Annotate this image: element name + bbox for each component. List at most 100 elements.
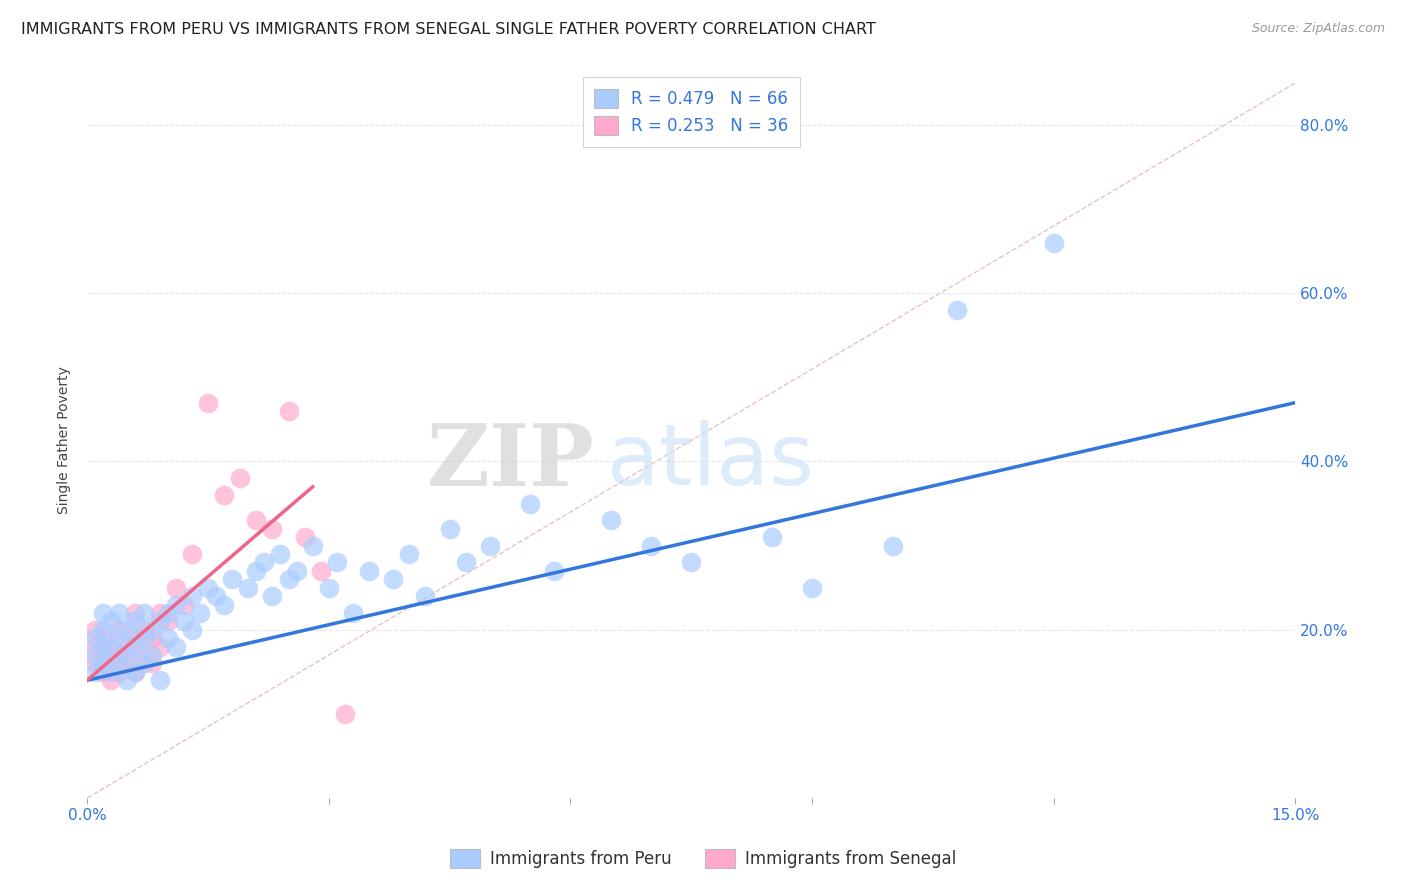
Point	[117, 673, 139, 688]
Point	[108, 665, 131, 679]
Point	[309, 564, 332, 578]
Point	[132, 648, 155, 662]
Point	[149, 606, 172, 620]
Point	[165, 640, 187, 654]
Point	[149, 640, 172, 654]
Point	[84, 631, 107, 645]
Text: Source: ZipAtlas.com: Source: ZipAtlas.com	[1251, 22, 1385, 36]
Point	[100, 615, 122, 629]
Point	[149, 615, 172, 629]
Point	[245, 564, 267, 578]
Point	[333, 706, 356, 721]
Legend: R = 0.479   N = 66, R = 0.253   N = 36: R = 0.479 N = 66, R = 0.253 N = 36	[582, 77, 800, 147]
Point	[188, 606, 211, 620]
Point	[277, 572, 299, 586]
Text: IMMIGRANTS FROM PERU VS IMMIGRANTS FROM SENEGAL SINGLE FATHER POVERTY CORRELATIO: IMMIGRANTS FROM PERU VS IMMIGRANTS FROM …	[21, 22, 876, 37]
Point	[91, 623, 114, 637]
Point	[84, 640, 107, 654]
Point	[84, 623, 107, 637]
Point	[124, 640, 146, 654]
Point	[180, 547, 202, 561]
Point	[681, 556, 703, 570]
Point	[141, 631, 163, 645]
Point	[415, 589, 437, 603]
Point	[519, 497, 541, 511]
Point	[117, 657, 139, 671]
Point	[156, 606, 179, 620]
Point	[359, 564, 381, 578]
Point	[141, 623, 163, 637]
Point	[262, 589, 284, 603]
Point	[141, 648, 163, 662]
Point	[91, 640, 114, 654]
Point	[117, 623, 139, 637]
Point	[91, 606, 114, 620]
Point	[326, 556, 349, 570]
Point	[439, 522, 461, 536]
Point	[801, 581, 824, 595]
Point	[100, 665, 122, 679]
Point	[117, 640, 139, 654]
Point	[180, 589, 202, 603]
Point	[156, 615, 179, 629]
Point	[108, 648, 131, 662]
Point	[100, 657, 122, 671]
Point	[91, 665, 114, 679]
Point	[197, 395, 219, 409]
Point	[1043, 235, 1066, 250]
Point	[132, 657, 155, 671]
Point	[180, 623, 202, 637]
Point	[84, 665, 107, 679]
Point	[124, 606, 146, 620]
Point	[382, 572, 405, 586]
Point	[640, 539, 662, 553]
Point	[238, 581, 260, 595]
Point	[882, 539, 904, 553]
Point	[108, 631, 131, 645]
Point	[124, 631, 146, 645]
Point	[124, 665, 146, 679]
Point	[84, 657, 107, 671]
Point	[212, 598, 235, 612]
Point	[294, 530, 316, 544]
Point	[454, 556, 477, 570]
Y-axis label: Single Father Poverty: Single Father Poverty	[58, 367, 72, 515]
Point	[132, 623, 155, 637]
Point	[100, 640, 122, 654]
Point	[165, 581, 187, 595]
Point	[132, 631, 155, 645]
Point	[342, 606, 364, 620]
Point	[91, 657, 114, 671]
Text: ZIP: ZIP	[427, 420, 595, 504]
Point	[173, 615, 195, 629]
Point	[285, 564, 308, 578]
Point	[277, 404, 299, 418]
Point	[91, 648, 114, 662]
Point	[124, 615, 146, 629]
Point	[599, 513, 621, 527]
Point	[173, 598, 195, 612]
Point	[117, 648, 139, 662]
Point	[212, 488, 235, 502]
Point	[946, 303, 969, 318]
Point	[100, 640, 122, 654]
Point	[141, 657, 163, 671]
Point	[262, 522, 284, 536]
Legend: Immigrants from Peru, Immigrants from Senegal: Immigrants from Peru, Immigrants from Se…	[443, 842, 963, 875]
Point	[100, 673, 122, 688]
Point	[91, 631, 114, 645]
Point	[253, 556, 276, 570]
Point	[197, 581, 219, 595]
Point	[108, 657, 131, 671]
Point	[221, 572, 243, 586]
Point	[301, 539, 323, 553]
Point	[761, 530, 783, 544]
Point	[398, 547, 420, 561]
Point	[543, 564, 565, 578]
Point	[245, 513, 267, 527]
Point	[108, 623, 131, 637]
Point	[156, 631, 179, 645]
Text: atlas: atlas	[607, 420, 814, 503]
Point	[478, 539, 501, 553]
Point	[108, 606, 131, 620]
